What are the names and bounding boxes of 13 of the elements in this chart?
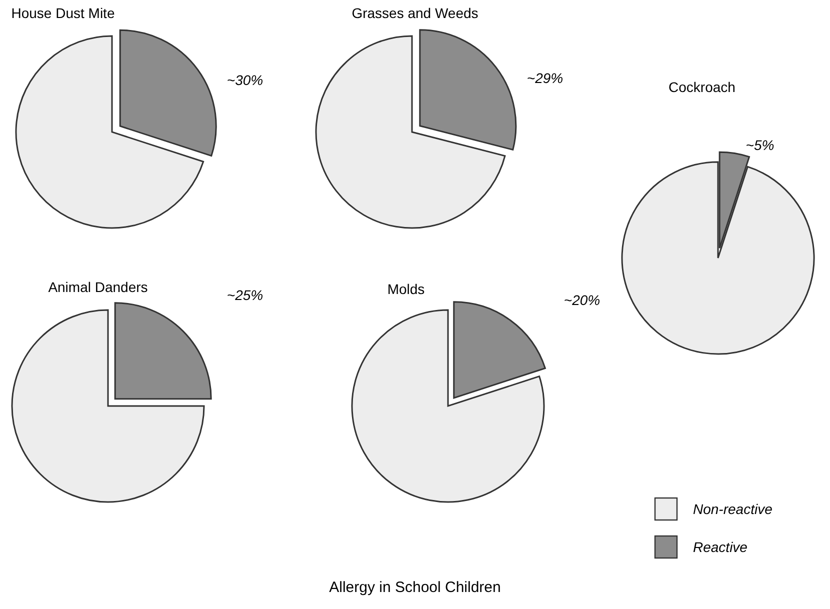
data-label: ~20% [564,292,600,308]
legend-label: Reactive [693,539,748,555]
chart-title: House Dust Mite [11,5,115,21]
chart-title: Grasses and Weeds [352,5,478,21]
data-label: ~30% [226,72,264,88]
data-label: ~29% [526,70,564,86]
chart-title: Molds [387,281,425,297]
data-label: ~5% [746,137,774,153]
chart-title: Animal Danders [48,279,148,295]
legend-label: Non-reactive [693,501,773,517]
data-label: ~25% [226,287,264,303]
text: Allergy in School Children [329,579,501,596]
chart-title: Cockroach [668,79,736,95]
